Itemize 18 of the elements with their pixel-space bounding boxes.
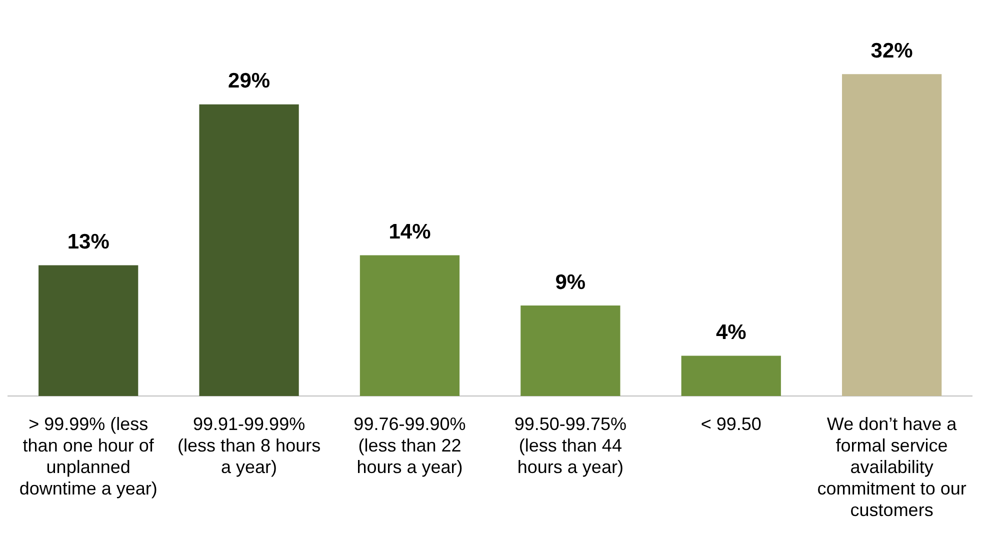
bar (360, 255, 460, 396)
x-tick-label: We don’t have a formal service availability commitment to our customers (817, 414, 966, 520)
data-label: 14% (388, 220, 432, 244)
data-label: 4% (716, 321, 747, 344)
data-label: 13% (67, 230, 110, 254)
x-tick-label: < 99.50 (700, 414, 762, 434)
x-tick-label: 99.91-99.99% (less than 8 hours a year) (178, 414, 321, 477)
x-tick-label: 99.76-99.90% (less than 22 hours a year) (354, 414, 466, 477)
x-tick-label: 99.50-99.75% (less than 44 hours a year) (514, 414, 626, 477)
data-label: 9% (555, 270, 586, 294)
bar (199, 104, 299, 396)
bar (520, 305, 620, 396)
x-tick-label: > 99.99% (less than one hour of unplanned downtime a year) (19, 414, 158, 499)
bar (38, 265, 138, 396)
bar (842, 74, 942, 396)
data-label: 32% (870, 39, 914, 62)
bar (681, 356, 781, 396)
data-label: 29% (228, 70, 270, 93)
